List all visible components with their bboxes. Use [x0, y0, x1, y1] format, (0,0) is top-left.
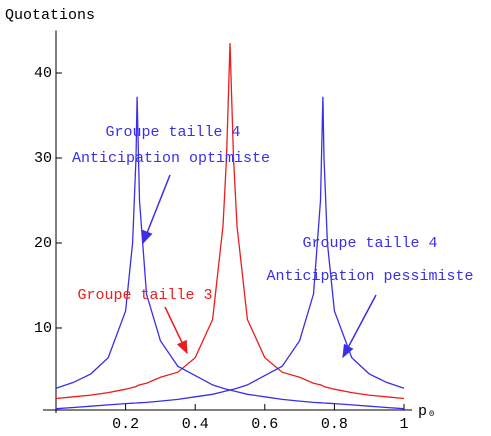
- annotation: Anticipation optimiste: [72, 150, 270, 167]
- line-series: [55, 96, 405, 410]
- annotation: Anticipation pessimiste: [266, 268, 473, 285]
- y-tick-label: 10: [34, 320, 52, 337]
- x-axis-label: p₀: [418, 403, 436, 420]
- annotation: Groupe taille 4: [302, 235, 437, 252]
- arrow: [142, 174, 171, 245]
- y-tick-label: 40: [34, 65, 52, 82]
- y-tick-label: 30: [34, 150, 52, 167]
- annotation: Groupe taille 4: [105, 124, 240, 141]
- x-tick-label: 0.8: [321, 416, 348, 433]
- x-tick-label: 0.4: [182, 416, 209, 433]
- x-tick-label: 1: [399, 416, 408, 433]
- y-tick-label: 20: [34, 235, 52, 252]
- line-series: [55, 96, 405, 410]
- arrow: [164, 306, 188, 355]
- line-series: [55, 43, 405, 400]
- annotation: Groupe taille 3: [77, 287, 212, 304]
- y-axis-label: Quotations: [5, 7, 95, 24]
- x-tick-label: 0.6: [251, 416, 278, 433]
- x-tick-label: 0.2: [112, 416, 139, 433]
- arrow: [342, 294, 377, 359]
